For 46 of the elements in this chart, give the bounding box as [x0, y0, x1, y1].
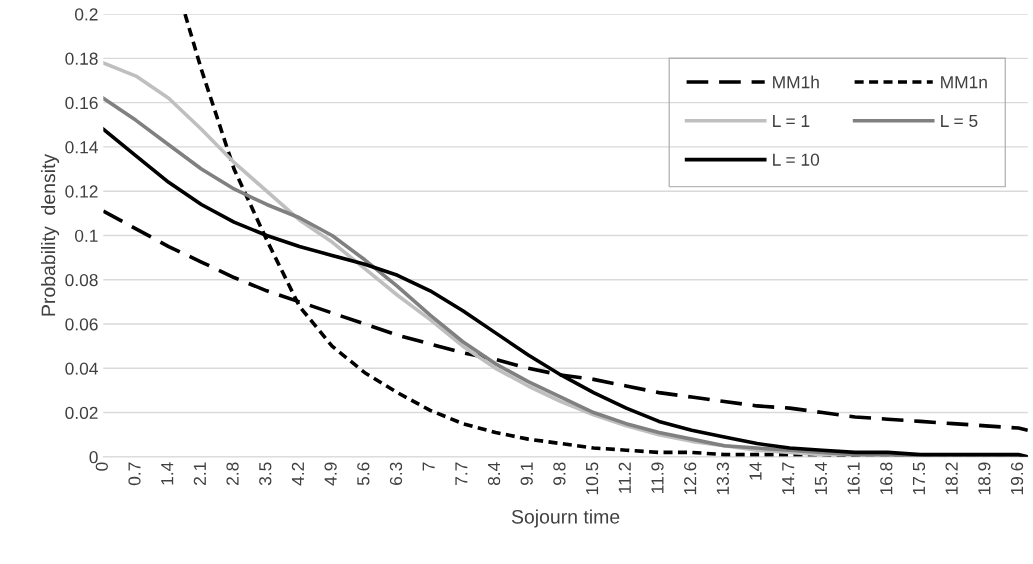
x-tick-label: 14	[749, 462, 762, 480]
y-tick-label: 0.08	[65, 273, 98, 287]
y-tick-label: 0.16	[65, 96, 98, 110]
y-tick-label: 0.04	[65, 362, 98, 375]
legend-label: MM1h	[773, 75, 819, 89]
y-tick-label: 0.12	[65, 185, 98, 198]
legend-label: L = 10	[773, 153, 820, 166]
x-tick-label: 4.9	[324, 462, 337, 486]
x-tick-label: 14.7	[782, 462, 795, 495]
x-tick-label: 7	[422, 462, 435, 471]
y-tick-label: 0.2	[74, 8, 98, 21]
y-tick-label: 0.1	[74, 229, 98, 242]
y-tick-label: 0.18	[65, 52, 98, 65]
legend-label: L = 5	[941, 114, 978, 128]
x-tick-label: 19.6	[1010, 462, 1024, 495]
x-tick-label: 6.3	[389, 462, 403, 485]
legend-label: L = 1	[773, 114, 810, 127]
x-tick-label: 18.9	[978, 462, 991, 495]
x-tick-label: 10.5	[585, 462, 599, 495]
x-tick-label: 7.7	[455, 462, 468, 485]
y-tick-label: 0.06	[65, 318, 98, 331]
y-axis-title: Probability density	[40, 153, 60, 316]
x-tick-label: 5.6	[357, 462, 370, 486]
x-tick-label: 11.9	[651, 462, 664, 493]
x-tick-label: 18.2	[945, 462, 958, 495]
y-tick-label: 0.14	[65, 141, 98, 154]
x-tick-label: 2.8	[226, 462, 239, 485]
x-tick-label: 0	[95, 462, 108, 471]
x-tick-label: 11.2	[618, 462, 631, 493]
x-tick-label: 9.8	[553, 462, 566, 486]
x-tick-label: 0.7	[128, 462, 141, 486]
x-tick-label: 8.4	[487, 462, 501, 486]
x-tick-label: 16.1	[847, 462, 860, 495]
x-tick-label: 16.8	[880, 462, 893, 495]
x-tick-label: 13.3	[716, 462, 729, 495]
x-tick-label: 12.6	[684, 462, 697, 495]
x-tick-label: 15.4	[814, 462, 828, 495]
x-tick-label: 3.5	[259, 462, 272, 486]
x-tick-label: 4.2	[291, 462, 304, 486]
x-tick-label: 9.1	[520, 462, 533, 486]
y-tick-label: 0.02	[65, 406, 98, 420]
x-tick-label: 1.4	[161, 462, 174, 485]
x-tick-label: 2.1	[193, 462, 206, 485]
x-axis-title: Sojourn time	[511, 509, 620, 528]
legend-label: MM1n	[941, 76, 987, 89]
x-tick-label: 17.5	[912, 462, 926, 495]
